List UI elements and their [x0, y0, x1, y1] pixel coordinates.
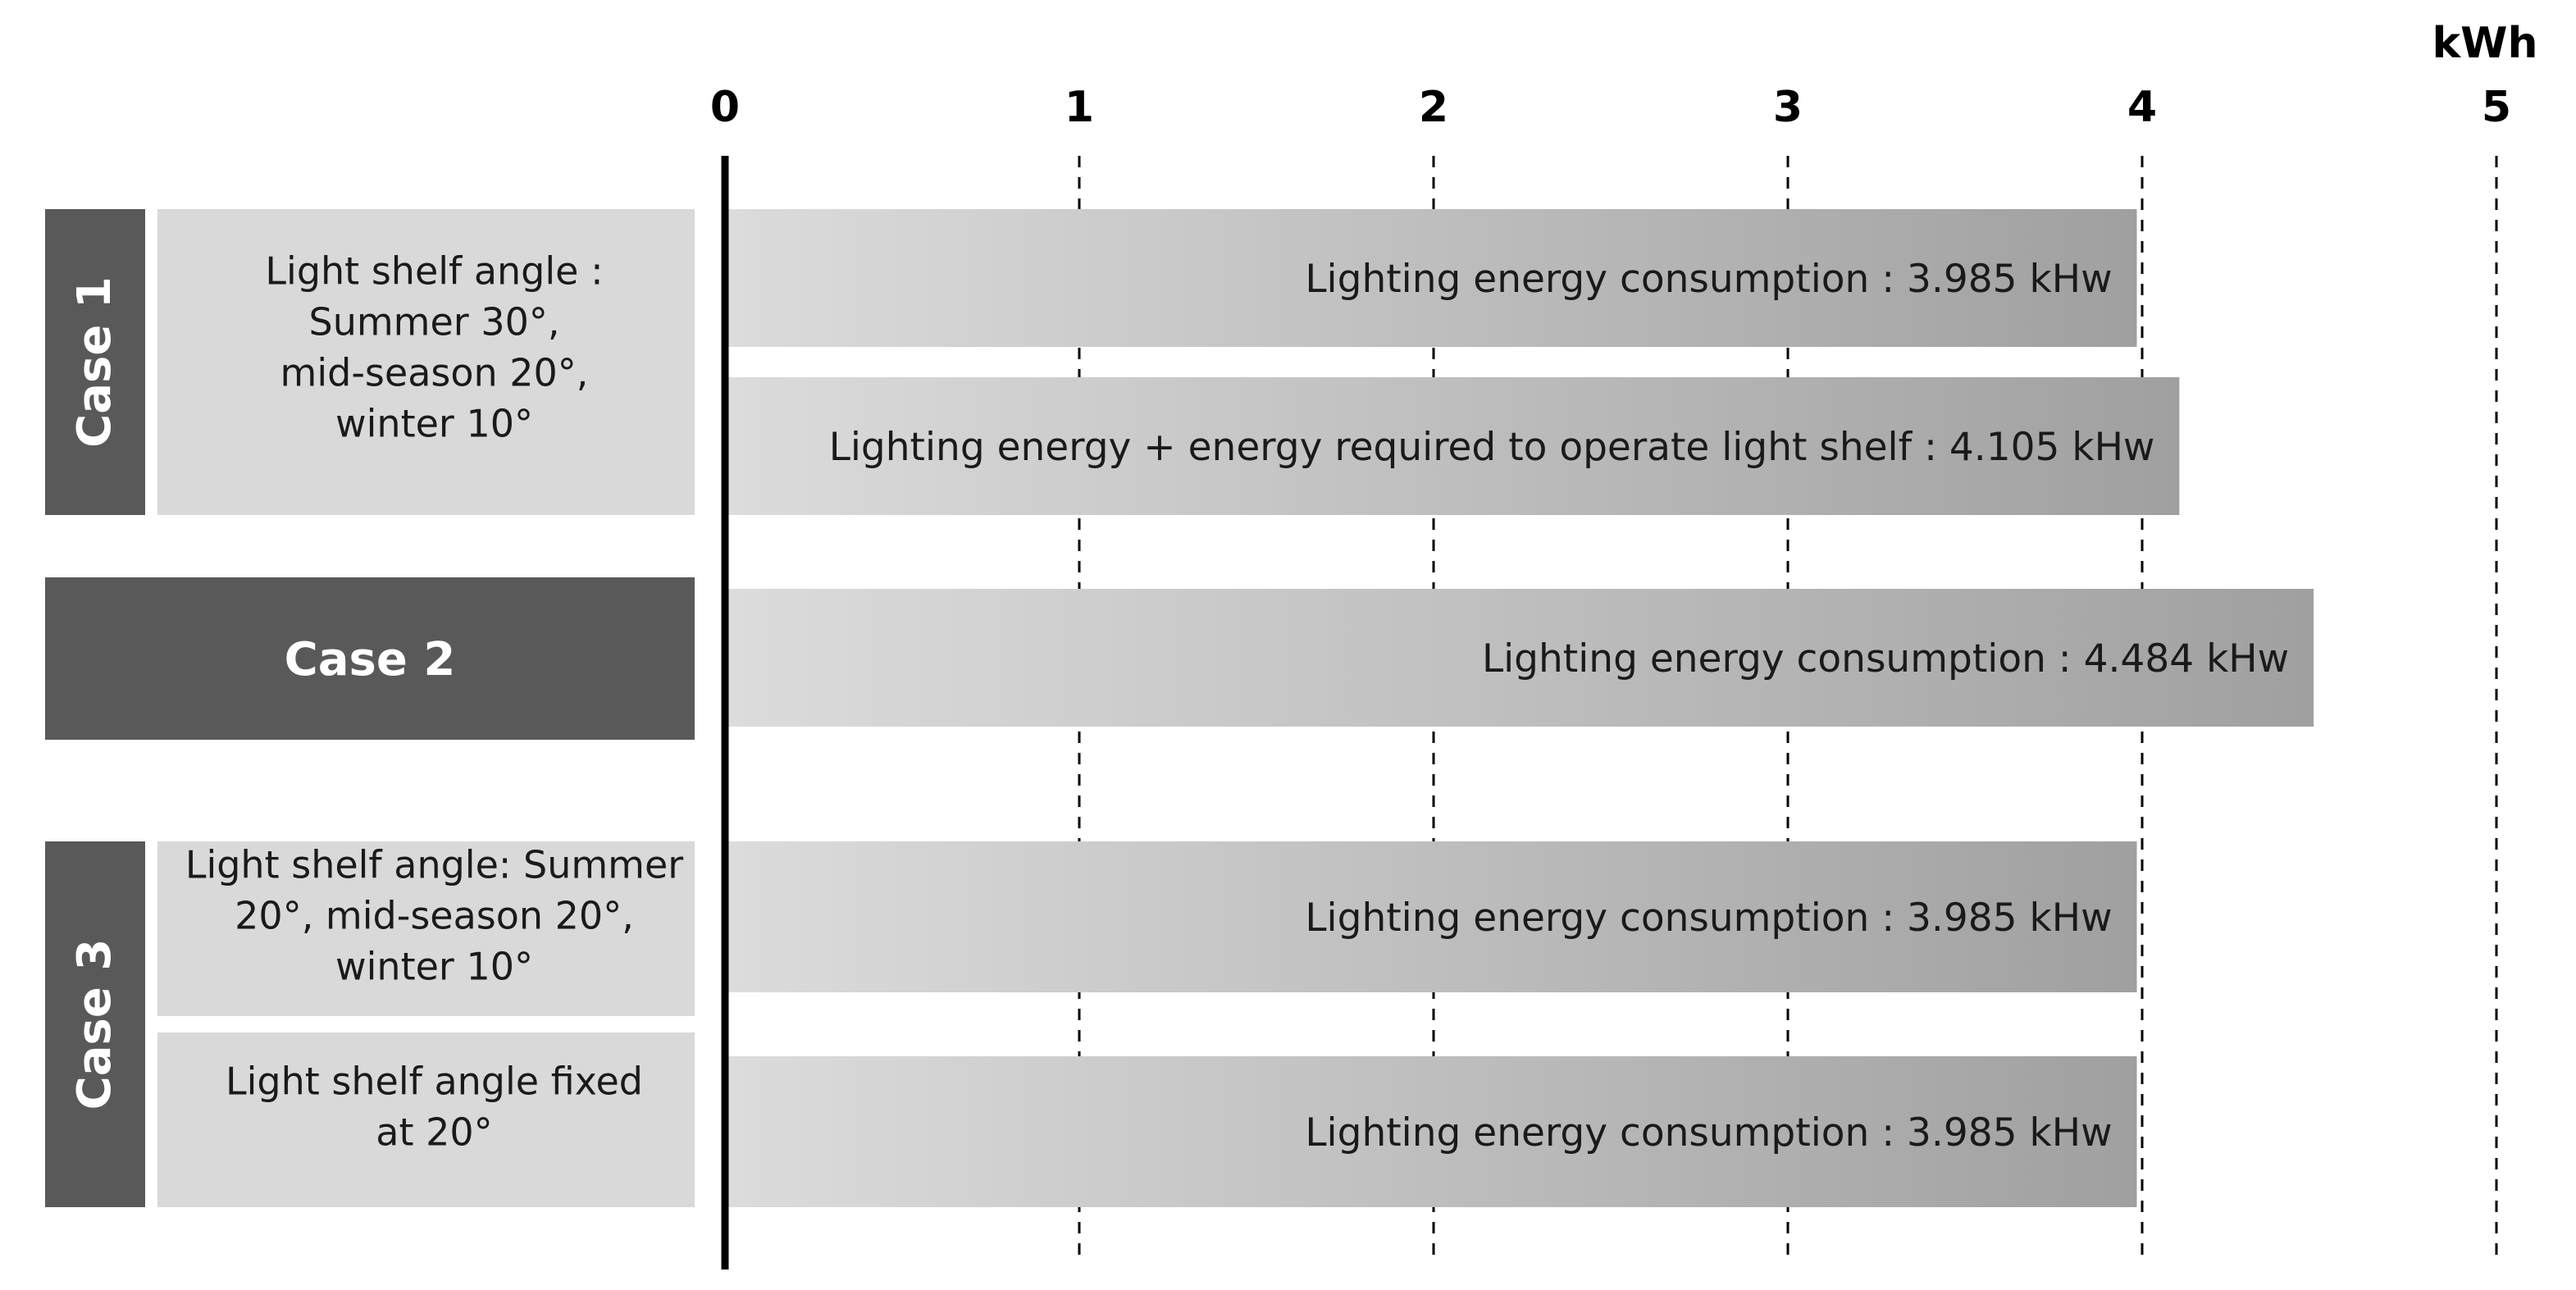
case-label: Case 3 [68, 939, 121, 1110]
axis-tick-labels: 0 1 2 3 4 5 kWh [710, 19, 2538, 132]
bar [725, 209, 2137, 347]
bar [725, 377, 2180, 515]
bar-data-label: Lighting energy + energy required to ope… [829, 425, 2155, 470]
x-unit-label: kWh [2432, 19, 2538, 68]
description-text: Light shelf angle: Summer 20°, mid-season… [185, 843, 683, 989]
x-tick-label: 2 [1419, 83, 1448, 132]
description-text: Light shelf angle fixed at 20° [226, 1060, 643, 1155]
case-box [45, 841, 145, 1207]
x-tick-label: 5 [2482, 83, 2511, 132]
bar-data-label: Lighting energy consumption : 3.985 kHw [1305, 257, 2112, 302]
x-tick-label: 0 [710, 83, 740, 132]
description-box [157, 209, 695, 515]
bar-data-label: Lighting energy consumption : 3.985 kHw [1305, 1110, 2112, 1156]
bar-data-label: Lighting energy consumption : 4.484 kHw [1482, 636, 2289, 681]
bar-data-label: Lighting energy consumption : 3.985 kHw [1305, 896, 2112, 941]
description-box [157, 841, 695, 1016]
description-text: Light shelf angle : Summer 30°, mid-season… [265, 249, 603, 446]
bar [725, 589, 2314, 727]
case-panels: Case 1 Light shelf angle : Summer 30°, mid-… [45, 209, 695, 1207]
case-box [45, 577, 695, 740]
bar [725, 841, 2137, 992]
x-tick-label: 1 [1065, 83, 1094, 132]
x-tick-label: 3 [1773, 83, 1803, 132]
x-tick-label: 4 [2127, 83, 2157, 132]
description-box [157, 1032, 695, 1207]
bars: Lighting energy consumption : 3.985 kHw L… [725, 209, 2314, 1207]
bar [725, 1056, 2137, 1207]
case-label: Case 1 [68, 276, 121, 448]
case-box [45, 209, 145, 515]
case-label: Case 2 [285, 633, 456, 686]
